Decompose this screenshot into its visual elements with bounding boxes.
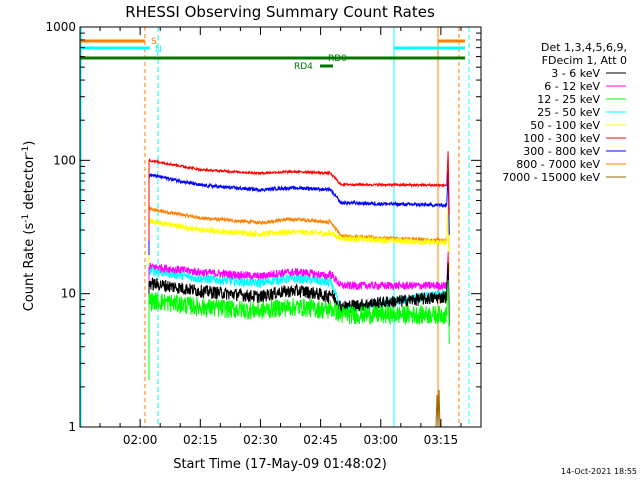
legend-label: 800 - 7000 keV: [516, 158, 600, 171]
x-tick-label: 02:15: [183, 433, 218, 447]
y-tick-label: 1000: [45, 20, 76, 34]
date-stamp: 14-Oct-2021 18:55: [561, 467, 637, 476]
x-axis: 02:00 02:15 02:30 02:45 03:00 03:15: [99, 27, 462, 447]
legend-label: 7000 - 15000 keV: [502, 171, 600, 184]
series-line: [148, 171, 450, 255]
legend-label: 100 - 300 keV: [523, 132, 600, 145]
night-flag-label: N: [155, 45, 162, 55]
series-line: [148, 280, 450, 380]
legend-label: 12 - 25 keV: [537, 93, 600, 106]
y-tick-label: 100: [53, 153, 76, 167]
y-tick-label: 1: [68, 420, 76, 434]
x-tick-label: 03:15: [424, 433, 459, 447]
series-line: [148, 151, 450, 241]
rd0-annotation: RD0: [328, 54, 347, 64]
series-line: [148, 262, 450, 364]
x-tick-label: 02:45: [303, 433, 338, 447]
data-series: [148, 151, 450, 428]
x-axis-label: Start Time (17-May-09 01:48:02): [173, 457, 387, 472]
legend-header-line-1: Det 1,3,4,5,6,9,: [541, 41, 627, 54]
x-tick-label: 02:30: [243, 433, 278, 447]
flag-bars: SN RD0 RD4: [80, 37, 465, 72]
y-tick-label: 10: [61, 287, 76, 301]
series-line: [148, 208, 450, 302]
x-tick-label: 02:00: [123, 433, 158, 447]
y-axis: 1 10 100 1000: [45, 20, 481, 434]
legend: Det 1,3,4,5,6,9, FDecim 1, Att 0 3 - 6 k…: [502, 41, 627, 184]
x-tick-label: 03:00: [363, 433, 398, 447]
rd4-annotation: RD4: [294, 62, 313, 72]
legend-label: 3 - 6 keV: [551, 67, 600, 80]
saa-flag-label: S: [151, 37, 157, 47]
legend-label: 6 - 12 keV: [544, 80, 600, 93]
series-line: [148, 251, 450, 347]
legend-label: 300 - 800 keV: [523, 145, 600, 158]
legend-label: 50 - 100 keV: [530, 119, 600, 132]
background-markers: [80, 27, 470, 427]
legend-label: 25 - 50 keV: [537, 106, 600, 119]
plot-frame: [79, 26, 482, 428]
legend-header-line-2: FDecim 1, Att 0: [542, 54, 627, 67]
chart-title: RHESSI Observing Summary Count Rates: [125, 3, 435, 21]
y-axis-label: Count Rate (s-1 detector-1): [21, 141, 37, 312]
